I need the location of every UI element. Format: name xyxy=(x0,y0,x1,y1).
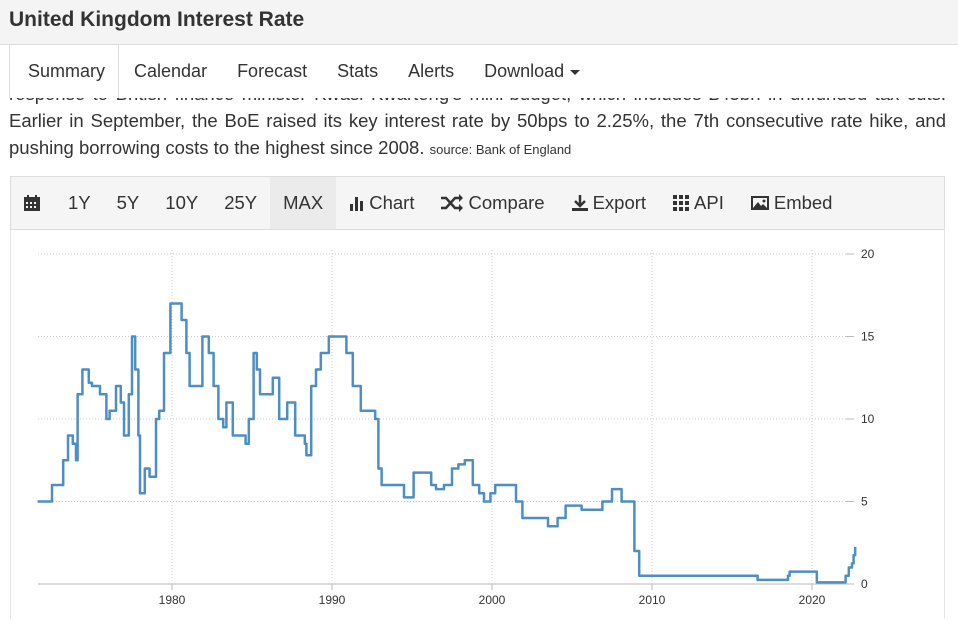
source-label[interactable]: source: Bank of England xyxy=(429,142,572,157)
image-icon xyxy=(750,196,769,210)
chart-toolbar: 1Y 5Y 10Y 25Y MAX Chart Compare Export A… xyxy=(10,176,945,230)
export-button[interactable]: Export xyxy=(558,177,659,229)
range-max[interactable]: MAX xyxy=(270,177,337,229)
x-tick-label: 2020 xyxy=(799,593,826,607)
download-icon xyxy=(571,195,588,211)
shuffle-icon xyxy=(441,194,464,212)
download-label: Download xyxy=(484,61,565,81)
y-tick-label: 0 xyxy=(861,577,868,591)
grid-icon xyxy=(673,195,690,211)
range-10y[interactable]: 10Y xyxy=(165,192,199,213)
chart-area: 0 5 10 15 20 1980 1990 2000 2010 2020 xyxy=(10,230,945,619)
y-tick-label: 15 xyxy=(861,330,875,344)
range-1y[interactable]: 1Y xyxy=(68,192,91,213)
y-tick-label: 10 xyxy=(861,412,875,426)
api-label: API xyxy=(694,192,724,213)
y-tick-label: 5 xyxy=(861,495,868,509)
embed-button[interactable]: Embed xyxy=(737,177,846,229)
nav-tabs: Summary Calendar Forecast Stats Alerts D… xyxy=(0,45,958,98)
compare-button[interactable]: Compare xyxy=(427,177,557,229)
caret-down-icon xyxy=(570,69,581,75)
export-label: Export xyxy=(592,192,647,213)
x-tick-label: 2000 xyxy=(479,593,506,607)
chart-type-button[interactable]: Chart xyxy=(336,177,427,229)
x-tick-label: 1990 xyxy=(319,593,346,607)
calendar-button[interactable] xyxy=(11,177,55,229)
x-tick-label: 1980 xyxy=(159,593,186,607)
tab-stats[interactable]: Stats xyxy=(337,61,379,81)
title-bar: United Kingdom Interest Rate xyxy=(0,0,958,45)
tab-summary[interactable]: Summary xyxy=(9,45,120,98)
bar-chart-icon xyxy=(350,197,364,211)
range-5y[interactable]: 5Y xyxy=(116,192,140,213)
page-title: United Kingdom Interest Rate xyxy=(9,8,305,31)
interest-rate-line xyxy=(37,302,857,584)
tab-forecast[interactable]: Forecast xyxy=(237,61,308,81)
tab-alerts[interactable]: Alerts xyxy=(408,61,455,81)
y-tick-label: 20 xyxy=(861,247,875,261)
compare-label: Compare xyxy=(468,192,545,213)
chart-label: Chart xyxy=(369,192,415,213)
calendar-icon xyxy=(24,195,40,211)
tab-download[interactable]: Download xyxy=(469,45,595,98)
range-25y[interactable]: 25Y xyxy=(224,192,258,213)
embed-label: Embed xyxy=(773,192,833,213)
api-button[interactable]: API xyxy=(659,177,737,229)
interest-rate-chart: 0 5 10 15 20 1980 1990 2000 2010 2020 xyxy=(37,247,875,607)
tab-calendar[interactable]: Calendar xyxy=(134,61,208,81)
summary-line-2: cuts. Earlier in September, the BoE rais… xyxy=(9,83,946,158)
x-tick-label: 2010 xyxy=(639,593,666,607)
